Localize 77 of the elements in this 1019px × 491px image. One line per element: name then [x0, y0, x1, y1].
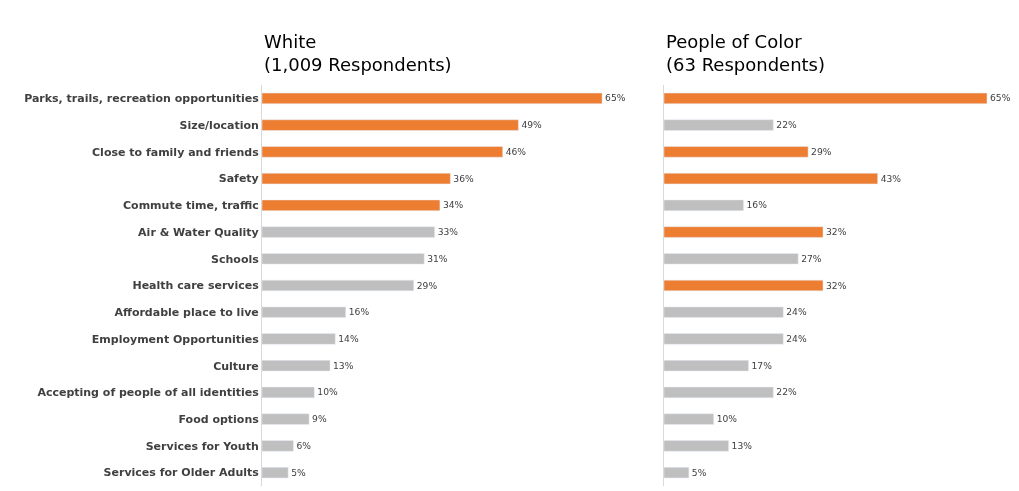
data-label: 14%	[338, 333, 359, 345]
bar	[262, 440, 294, 452]
bar	[664, 333, 784, 345]
bar	[664, 360, 749, 372]
data-label: 16%	[348, 306, 370, 318]
bar	[262, 306, 346, 318]
data-label: 32%	[826, 279, 847, 291]
data-label: 24%	[786, 333, 807, 345]
bar	[262, 279, 414, 292]
chart-title: White (1,009 Respondents)	[264, 31, 452, 76]
data-label: 5%	[691, 466, 707, 478]
bar	[262, 146, 503, 158]
data-label: 32%	[826, 226, 847, 238]
data-label: 17%	[751, 359, 773, 371]
y-tick-label: Culture	[213, 359, 259, 373]
y-tick-label: Size/location	[179, 118, 259, 132]
bar	[262, 92, 603, 104]
data-label: 6%	[296, 439, 312, 451]
data-label: 13%	[333, 359, 354, 371]
bar	[664, 226, 824, 238]
y-tick-label: Affordable place to live	[114, 306, 259, 320]
bar	[262, 253, 425, 265]
bar	[262, 360, 331, 372]
y-tick-label: Schools	[211, 252, 260, 266]
bar	[664, 146, 809, 158]
y-tick-label: Services for Youth	[145, 439, 259, 453]
data-label: 22%	[776, 119, 797, 131]
bar	[262, 386, 315, 399]
bar	[664, 467, 690, 479]
bar	[262, 467, 289, 479]
bar	[664, 92, 988, 104]
bar	[664, 386, 774, 399]
bar	[262, 413, 310, 425]
bar	[262, 119, 519, 131]
bar	[262, 226, 435, 238]
y-tick-label: Parks, trails, recreation opportunities	[24, 92, 260, 106]
bar	[664, 199, 744, 211]
data-label: 24%	[786, 306, 807, 318]
data-label: 36%	[453, 172, 475, 184]
data-label: 10%	[317, 386, 338, 398]
bar	[664, 172, 878, 185]
bar	[664, 306, 784, 318]
data-label: 10%	[716, 413, 738, 425]
bar	[664, 440, 729, 452]
bar	[664, 413, 714, 425]
y-tick-label: Close to family and friends	[92, 145, 260, 159]
data-label: 43%	[880, 172, 902, 184]
data-label: 65%	[990, 92, 1011, 104]
y-tick-label: Employment Opportunities	[91, 332, 260, 346]
data-label: 27%	[801, 252, 822, 264]
bar	[262, 172, 451, 185]
y-tick-label: Commute time, traffic	[123, 199, 259, 213]
data-label: 46%	[505, 145, 527, 157]
data-label: 13%	[731, 439, 753, 451]
bar	[664, 279, 824, 292]
data-label: 49%	[521, 119, 543, 131]
data-label: 29%	[416, 279, 438, 291]
data-label: 22%	[776, 386, 797, 398]
data-label: 31%	[427, 252, 448, 264]
bar	[664, 119, 774, 131]
y-tick-label: Services for Older Adults	[103, 466, 260, 480]
bar	[262, 333, 336, 345]
y-tick-label: Food options	[178, 413, 260, 427]
data-label: 5%	[291, 466, 306, 478]
data-label: 34%	[442, 199, 464, 211]
bar	[262, 199, 441, 211]
y-tick-label: Safety	[218, 172, 259, 186]
data-label: 29%	[811, 145, 832, 157]
bar	[664, 253, 799, 265]
y-tick-label: Health care services	[132, 279, 260, 293]
y-tick-label: Accepting of people of all identities	[37, 386, 260, 400]
y-tick-label: Air & Water Quality	[138, 225, 259, 239]
data-label: 65%	[605, 92, 626, 104]
data-label: 16%	[746, 199, 768, 211]
data-label: 33%	[437, 226, 459, 238]
data-label: 9%	[312, 413, 327, 425]
chart-title: People of Color (63 Respondents)	[666, 31, 826, 76]
